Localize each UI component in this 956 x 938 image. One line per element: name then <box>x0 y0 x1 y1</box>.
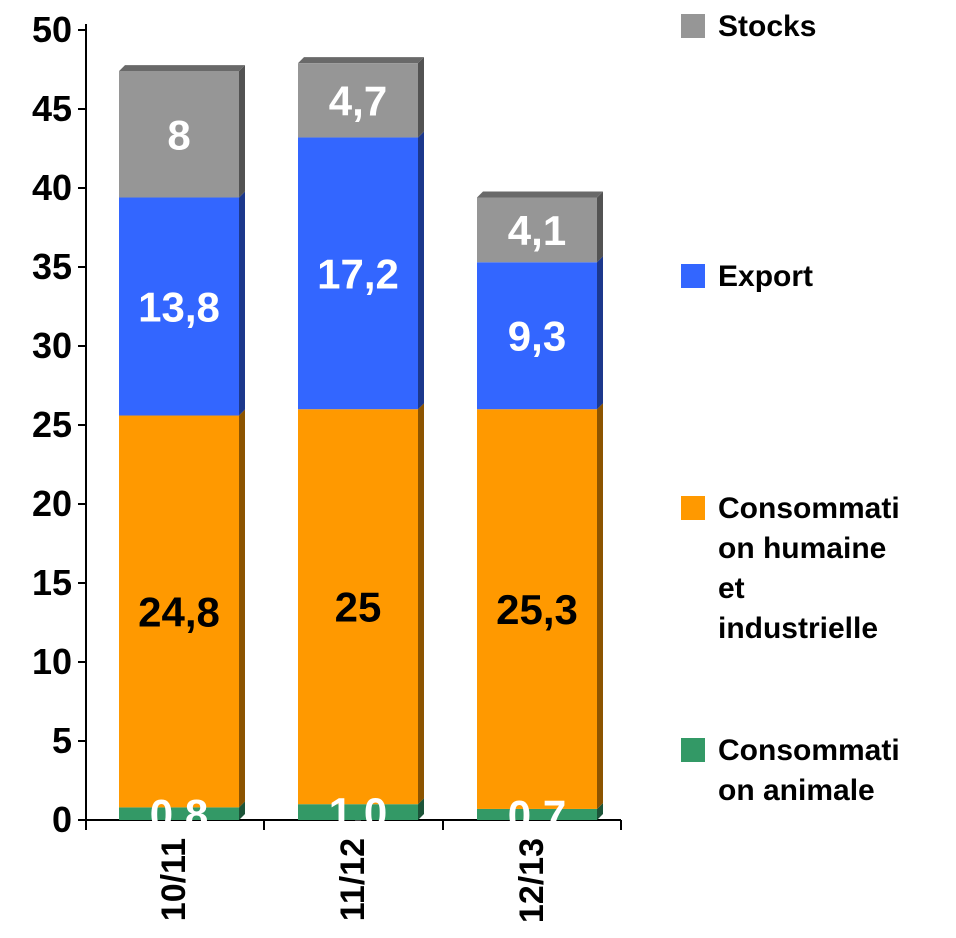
bar-side <box>418 131 424 410</box>
bar-top <box>477 191 603 198</box>
legend-label: on animale <box>718 774 875 807</box>
bar-segment <box>119 197 239 416</box>
y-tick-label: 35 <box>32 246 72 287</box>
y-tick-label: 5 <box>52 720 72 761</box>
legend-item: Consommati on animale <box>681 734 900 807</box>
legend-label: Export <box>718 260 813 293</box>
legend-swatch <box>681 264 705 288</box>
bar-side <box>239 801 245 820</box>
legend-label: et <box>718 572 745 605</box>
data-label: 17,2 <box>317 250 399 297</box>
legend-swatch <box>681 14 705 38</box>
y-tick-label: 25 <box>32 404 72 445</box>
data-label: 9,3 <box>508 313 566 360</box>
legend-label: Consommati <box>718 492 900 525</box>
y-tick-label: 40 <box>32 167 72 208</box>
bar-side <box>239 191 245 416</box>
bar-side <box>597 191 603 263</box>
y-tick-label: 30 <box>32 325 72 366</box>
bar-segment <box>477 808 597 820</box>
bar-side <box>418 403 424 805</box>
data-label: 4,1 <box>508 207 566 254</box>
bar-side <box>597 802 603 820</box>
bar-segment <box>477 409 597 809</box>
bars <box>119 57 603 820</box>
bar-side <box>418 57 424 138</box>
bar-segment <box>298 409 418 805</box>
data-label: 1,0 <box>329 789 387 836</box>
legend-swatch <box>681 738 705 762</box>
bar-segment <box>119 807 239 820</box>
bar-segment <box>477 197 597 263</box>
x-tick-label: 11/12 <box>334 838 372 921</box>
data-labels: 0,8 24,8 13,8 8 1,0 25 17,2 4,7 0,7 25,3 9,3 4,1 <box>138 77 578 838</box>
bar-side <box>597 403 603 809</box>
bar-top <box>298 57 424 64</box>
y-tick-label: 15 <box>32 562 72 603</box>
data-label: 13,8 <box>138 284 220 331</box>
legend-item: Stocks <box>681 10 816 43</box>
bar-segment <box>119 71 239 198</box>
y-tick-label: 0 <box>52 799 72 840</box>
bar-side <box>418 798 424 820</box>
bar-side <box>239 409 245 808</box>
bar-segment <box>298 63 418 138</box>
bar-segment <box>477 262 597 410</box>
legend: Stocks Export Consommati on humaine et indust… <box>681 10 900 807</box>
legend-label: Consommati <box>718 734 900 767</box>
data-label: 25 <box>335 584 382 631</box>
y-tick-label: 45 <box>32 88 72 129</box>
y-tick-label: 10 <box>32 641 72 682</box>
bar-segment <box>119 415 239 808</box>
bar-side <box>239 65 245 198</box>
legend-swatch <box>681 496 705 520</box>
legend-label: on humaine <box>718 532 886 565</box>
data-label: 4,7 <box>329 77 387 124</box>
data-label: 24,8 <box>138 588 220 635</box>
y-axis: 0 5 10 15 20 25 30 35 40 45 50 <box>32 9 87 840</box>
data-label: 0,8 <box>150 791 208 838</box>
legend-item: Consommati on humaine et industrielle <box>681 492 900 645</box>
bar-segment <box>298 137 418 410</box>
data-label: 8 <box>167 111 190 158</box>
data-label: 25,3 <box>496 586 578 633</box>
bar-side <box>597 256 603 410</box>
x-tick-label: 10/11 <box>155 838 193 921</box>
bar-segment <box>298 804 418 820</box>
y-tick-label: 20 <box>32 483 72 524</box>
y-tick-label: 50 <box>32 9 72 50</box>
legend-label: industrielle <box>718 612 878 645</box>
legend-label: Stocks <box>718 10 816 43</box>
data-label: 0,7 <box>508 791 566 838</box>
x-tick-label: 12/13 <box>513 838 551 923</box>
legend-item: Export <box>681 260 813 293</box>
bar-top <box>119 65 245 72</box>
